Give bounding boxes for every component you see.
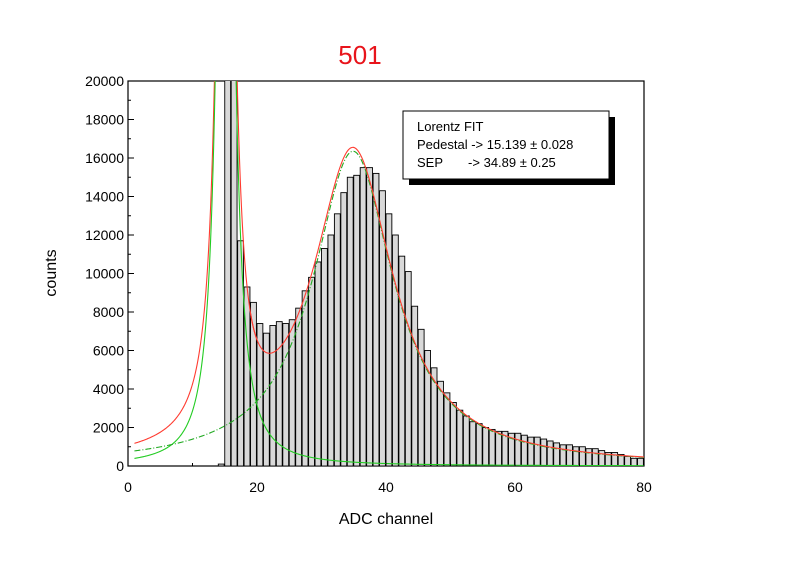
sep-fit-curve <box>134 150 644 458</box>
histogram-bar <box>321 248 328 466</box>
y-tick-label: 8000 <box>93 304 124 320</box>
histogram-bar <box>566 444 573 466</box>
axes: 0 20 40 60 80 0 2000 4000 6000 8000 10000 12000 1400… <box>85 73 652 495</box>
histogram-bar <box>579 446 586 466</box>
y-tick-label: 14000 <box>85 189 124 205</box>
histogram-bar <box>392 234 399 466</box>
histogram-bar <box>437 380 444 466</box>
fit-curves <box>134 81 644 466</box>
legend-line-sep: SEP -> 34.89 ± 0.25 <box>417 155 556 170</box>
histogram-bar <box>340 192 348 466</box>
x-tick-label: 60 <box>507 479 523 495</box>
histogram-bar <box>411 305 419 466</box>
histogram-bar <box>598 450 606 466</box>
histogram-bar <box>488 428 496 466</box>
y-axis-label: counts <box>43 249 60 296</box>
histogram-bar <box>527 436 535 466</box>
histogram-bar <box>224 81 232 466</box>
histogram-bar <box>559 444 567 466</box>
histogram-bar <box>553 442 561 466</box>
histogram-bar <box>521 434 528 466</box>
y-tick-label: 10000 <box>85 266 124 282</box>
histogram-bar <box>469 421 477 466</box>
histogram-bar <box>533 436 541 466</box>
histogram-bar <box>398 255 406 466</box>
histogram-bar <box>217 463 225 466</box>
histogram-bar <box>230 81 238 466</box>
histogram-bar <box>450 402 457 466</box>
histogram-bar <box>572 446 580 466</box>
histogram-bar <box>624 455 631 466</box>
histogram-bar <box>263 332 270 466</box>
histogram-bar <box>288 319 296 466</box>
pedestal-fit-curve <box>134 81 644 466</box>
histogram-bars <box>217 81 644 466</box>
histogram-bar <box>314 261 322 466</box>
histogram-bar <box>346 176 354 466</box>
histogram-bar <box>495 430 502 466</box>
y-tick-label: 16000 <box>85 150 124 166</box>
histogram-bar <box>301 290 309 466</box>
histogram-bar <box>379 190 386 466</box>
histogram-bar <box>508 432 515 466</box>
histogram-bar <box>372 172 380 466</box>
histogram-bar <box>501 430 509 466</box>
histogram-bar <box>385 213 393 466</box>
histogram-bar <box>591 448 599 466</box>
histogram-bar <box>327 234 335 466</box>
y-tick-label: 12000 <box>85 227 124 243</box>
histogram-bar <box>514 432 522 466</box>
y-tick-label: 2000 <box>93 420 124 436</box>
total-fit-curve <box>134 81 258 444</box>
histogram-bar <box>250 301 257 466</box>
histogram-bar <box>546 440 554 466</box>
histogram-bar <box>540 438 548 466</box>
y-tick-label: 18000 <box>85 112 124 128</box>
histogram-bar <box>430 367 438 466</box>
histogram-bar <box>295 307 303 466</box>
legend-line-title: Lorentz FIT <box>417 119 484 134</box>
y-tick-label: 6000 <box>93 343 124 359</box>
y-tick-label: 4000 <box>93 381 124 397</box>
histogram-bar <box>366 167 373 466</box>
histogram-bar <box>585 448 593 466</box>
histogram-bar <box>617 454 625 466</box>
histogram-bar <box>462 415 470 466</box>
legend-line-pedestal: Pedestal -> 15.139 ± 0.028 <box>417 137 573 152</box>
x-axis-label: ADC channel <box>339 511 433 528</box>
histogram-bar <box>333 213 341 466</box>
histogram-bar <box>443 392 451 466</box>
x-tick-label: 40 <box>378 479 394 495</box>
chart-title: 501 <box>338 40 381 70</box>
histogram-bar <box>269 325 277 466</box>
total-fit-curve-tail <box>250 146 644 458</box>
x-tick-label: 0 <box>124 479 132 495</box>
histogram-bar <box>637 457 644 466</box>
histogram-bar <box>275 321 283 466</box>
histogram-bar <box>424 350 432 466</box>
histogram-bar <box>630 457 638 466</box>
histogram-bar <box>359 167 367 466</box>
histogram-bar <box>475 423 483 466</box>
x-tick-label: 20 <box>249 479 265 495</box>
y-tick-label: 0 <box>116 458 124 474</box>
legend-frame <box>402 110 610 180</box>
histogram-bar <box>456 409 464 466</box>
histogram-bar <box>404 271 412 466</box>
histogram-bar <box>417 328 425 466</box>
y-tick-label: 20000 <box>85 73 124 89</box>
histogram-bar <box>482 427 490 466</box>
x-tick-label: 80 <box>636 479 652 495</box>
fit-legend: Lorentz FIT Pedestal -> 15.139 ± 0.028 S… <box>402 110 615 185</box>
histogram-bar <box>353 174 361 466</box>
histogram-bar <box>282 323 290 466</box>
histogram-bar <box>308 276 315 466</box>
